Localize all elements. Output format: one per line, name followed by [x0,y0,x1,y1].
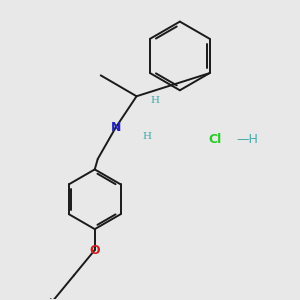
Text: Cl: Cl [208,133,221,146]
Text: O: O [89,244,100,256]
Text: N: N [110,121,121,134]
Text: H: H [150,96,159,105]
Text: H: H [142,132,152,141]
Text: —H: —H [237,133,259,146]
